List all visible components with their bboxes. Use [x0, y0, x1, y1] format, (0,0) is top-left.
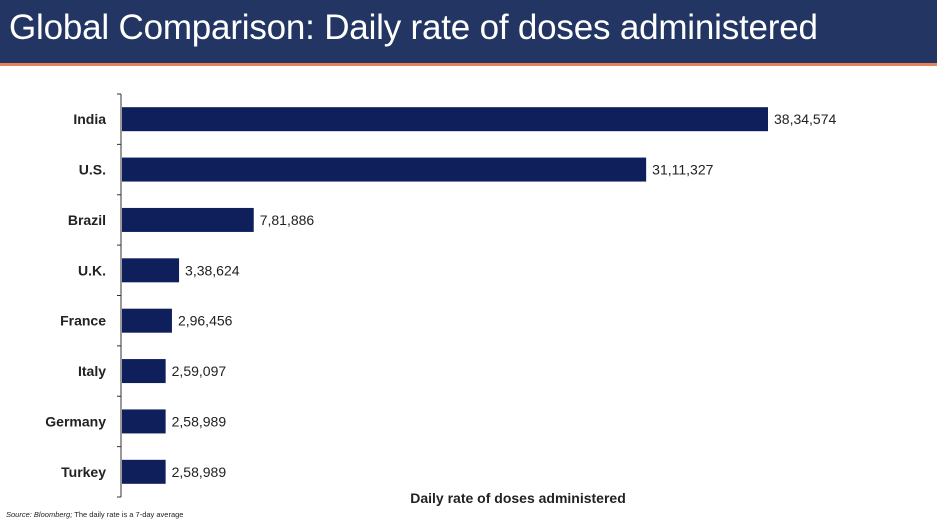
bar	[122, 157, 647, 182]
category-label: U.S.	[79, 162, 106, 178]
data-label: 3,38,624	[185, 262, 240, 278]
data-label: 2,96,456	[178, 313, 233, 329]
category-label: Brazil	[68, 212, 106, 228]
bar	[122, 107, 768, 132]
x-axis-title: Daily rate of doses administered	[410, 490, 626, 506]
data-label: 7,81,886	[260, 212, 315, 228]
bar	[122, 258, 180, 283]
category-label: France	[60, 313, 106, 329]
data-label: 2,59,097	[172, 363, 227, 379]
title-divider	[0, 63, 937, 66]
bar	[122, 459, 166, 484]
category-label: India	[73, 111, 106, 127]
category-label: U.K.	[78, 262, 106, 278]
data-label: 31,11,327	[652, 162, 713, 178]
data-label: 38,34,574	[774, 111, 836, 127]
page-title: Global Comparison: Daily rate of doses a…	[9, 8, 818, 47]
footnote-note: The daily rate is a 7-day average	[74, 510, 184, 519]
category-label: Italy	[78, 363, 106, 379]
bar	[122, 308, 172, 333]
source-label: Source: Bloomberg;	[6, 510, 73, 519]
source-footnote: Source: Bloomberg; The daily rate is a 7…	[6, 510, 183, 519]
category-label: Germany	[45, 413, 106, 429]
bar	[122, 409, 166, 434]
bar	[122, 359, 166, 384]
data-label: 2,58,989	[172, 464, 227, 480]
category-label: Turkey	[61, 464, 106, 480]
data-label: 2,58,989	[172, 413, 227, 429]
bar	[122, 207, 254, 232]
title-bar: Global Comparison: Daily rate of doses a…	[0, 0, 937, 63]
